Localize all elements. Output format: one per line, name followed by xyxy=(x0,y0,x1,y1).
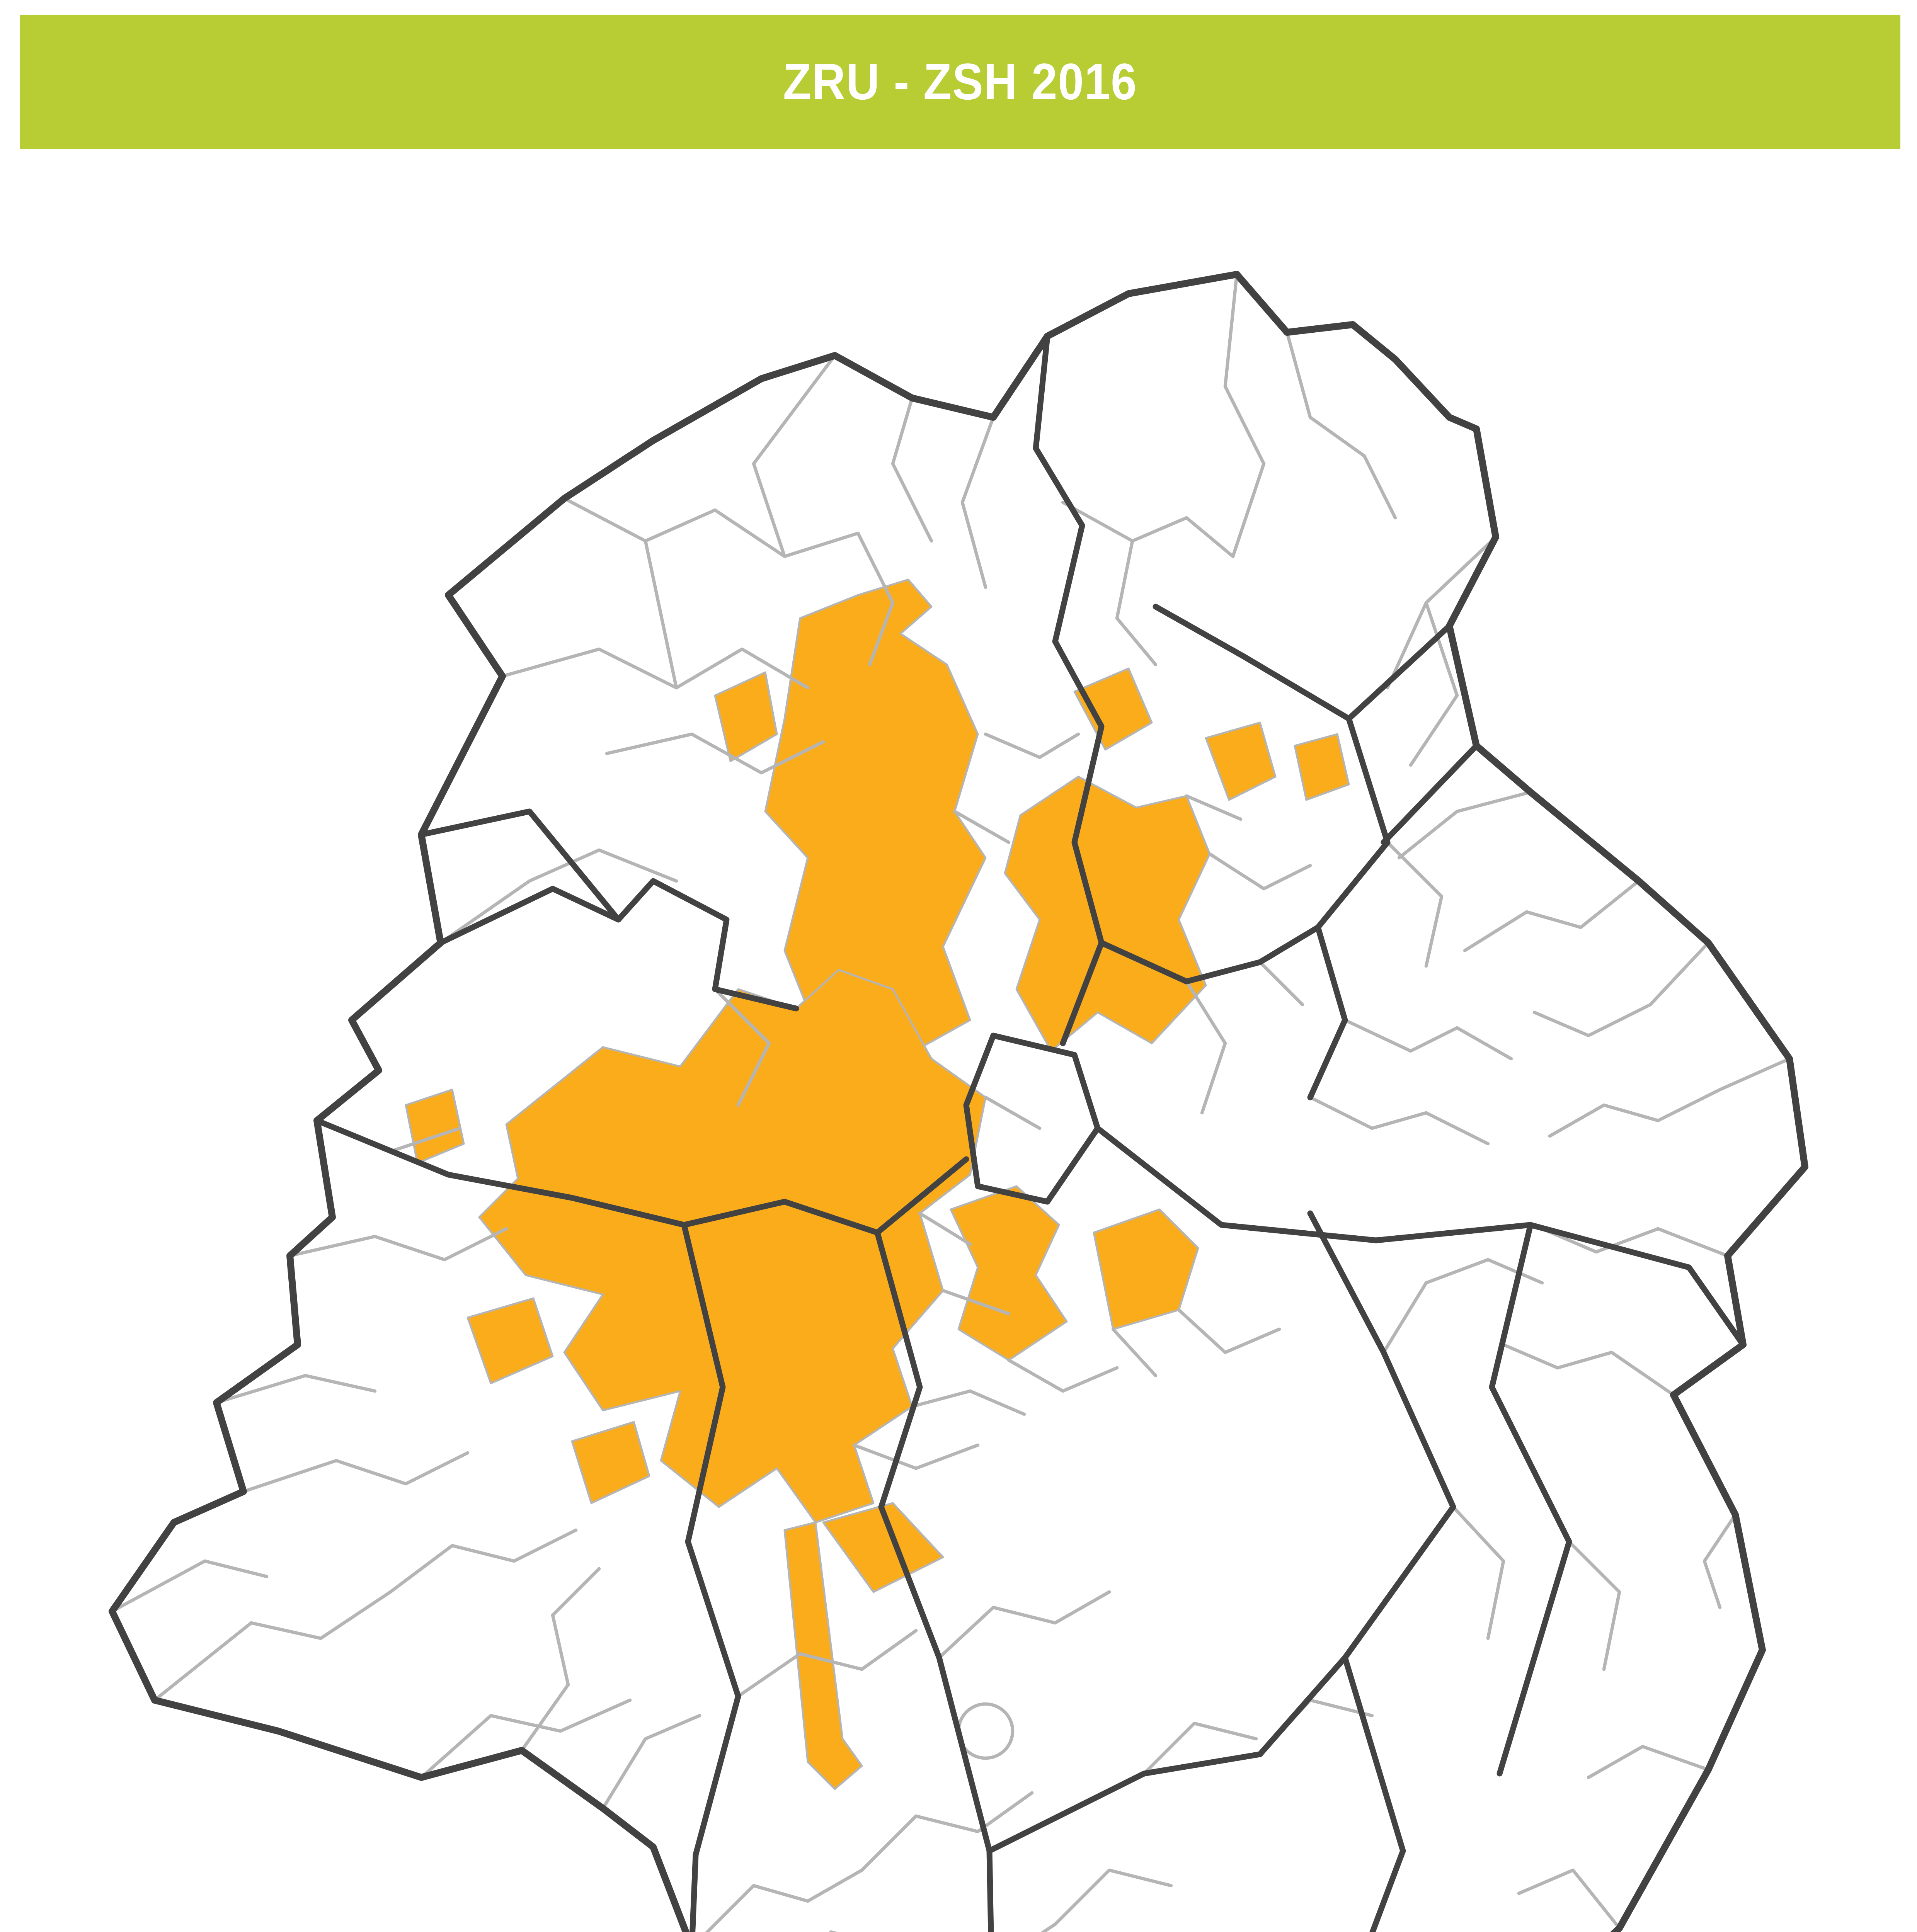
zone-flag-west xyxy=(714,671,778,762)
zone-schaerbeek-flag1 xyxy=(1073,667,1153,751)
zone-central-mass xyxy=(478,969,987,1524)
zone-canal-strip xyxy=(783,1521,863,1790)
zone-schaerbeek xyxy=(1004,776,1211,1052)
zone-etterbeek xyxy=(1093,1208,1199,1330)
zone-anderlecht-spur1 xyxy=(466,1297,554,1384)
zru-zones xyxy=(405,578,1350,1790)
zone-anderlecht-spur2 xyxy=(571,1421,650,1504)
zone-evere-small xyxy=(1294,733,1350,801)
header-bar: ZRU - ZSH 2016 xyxy=(20,15,1900,149)
zone-laeken xyxy=(764,578,987,1060)
brussels-map xyxy=(66,232,1851,1932)
zone-forest-spur xyxy=(822,1502,944,1593)
sector-grid xyxy=(112,274,1791,1932)
pond-circle xyxy=(957,1702,1015,1760)
page-title: ZRU - ZSH 2016 xyxy=(783,53,1137,111)
zone-schaerbeek-flag2 xyxy=(1205,721,1277,801)
commune-boundaries xyxy=(314,333,1746,1932)
